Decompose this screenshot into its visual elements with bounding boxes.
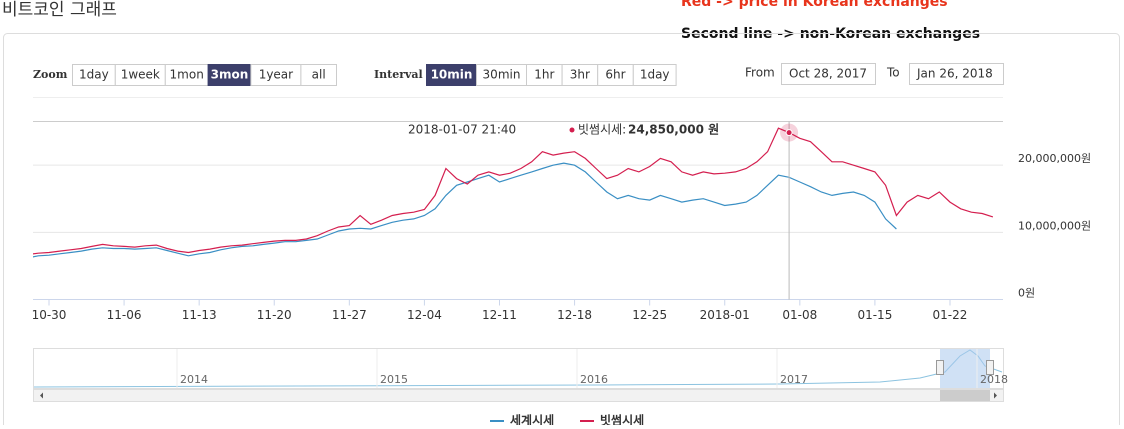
button-label: 1day <box>640 68 670 82</box>
button-label: 1hr <box>534 68 554 82</box>
tooltip-series: 빗썸시세: <box>578 123 626 137</box>
navigator: 2014 2015 2016 2017 2018 <box>33 348 1008 402</box>
page-title: 비트코인 그래프 <box>2 0 117 20</box>
x-tick-label: 11-20 <box>257 308 292 322</box>
navigator-label: 2014 <box>180 373 208 386</box>
button-label: 3hr <box>570 68 590 82</box>
button-label: 1day <box>79 68 109 82</box>
button-label: 30min <box>483 68 521 82</box>
x-tick-label: 11-13 <box>182 308 217 322</box>
navigator-frame <box>33 348 1004 389</box>
from-value: Oct 28, 2017 <box>789 67 867 81</box>
annotation: Red -> price in Korean exchanges <box>681 0 948 10</box>
navigator-handle[interactable] <box>986 360 994 375</box>
x-tick-label: 10-30 <box>32 308 67 322</box>
scrollbar-thumb[interactable] <box>940 390 990 401</box>
navigator-selection[interactable] <box>940 349 990 388</box>
x-tick-label: 12-25 <box>632 308 667 322</box>
button-label: 1week <box>121 68 160 82</box>
series-line <box>33 127 994 255</box>
tooltip-value: 24,850,000 원 <box>628 123 719 137</box>
legend-label: 빗썸시세 <box>600 413 644 426</box>
button-label: 6hr <box>605 68 625 82</box>
x-tick-label: 01-15 <box>857 308 892 322</box>
x-tick-label: 11-06 <box>107 308 142 322</box>
to-input[interactable] <box>909 63 1004 85</box>
navigator-label: 2018 <box>980 373 1008 386</box>
x-tick-label: 11-27 <box>332 308 367 322</box>
to-label: To <box>886 66 900 80</box>
legend-label: 세계시세 <box>510 413 554 426</box>
from-input[interactable] <box>781 63 876 85</box>
from-label: From <box>745 66 775 80</box>
series-line <box>33 162 897 258</box>
navigator-label: 2016 <box>580 373 608 386</box>
zoom-label: Zoom <box>33 68 68 81</box>
x-tick-label: 12-18 <box>557 308 592 322</box>
x-tick-label: 01-22 <box>933 308 968 322</box>
button-label: 1mon <box>170 68 204 82</box>
panel <box>3 33 1120 429</box>
navigator-handle[interactable] <box>936 360 944 375</box>
button-label: all <box>312 68 326 82</box>
x-tick-label: 12-04 <box>407 308 442 322</box>
y-tick-label: 10,000,000원 <box>1018 219 1091 232</box>
hover-point <box>785 129 793 137</box>
button-label: 3mon <box>211 68 249 82</box>
y-tick-label: 20,000,000원 <box>1018 152 1091 165</box>
button-label: 10min <box>431 68 473 82</box>
button[interactable] <box>632 64 677 86</box>
interval-label: Interval <box>374 68 423 81</box>
navigator-label: 2017 <box>780 373 808 386</box>
x-tick-label: 2018-01 <box>700 308 750 322</box>
x-tick-label: 12-11 <box>482 308 517 322</box>
tooltip-dot <box>569 127 575 133</box>
scrollbar[interactable] <box>33 389 1004 402</box>
button-label: 1year <box>259 68 293 82</box>
navigator-label: 2015 <box>380 373 408 386</box>
to-value: Jan 26, 2018 <box>916 67 993 81</box>
button[interactable] <box>300 64 337 86</box>
y-tick-label: 0원 <box>1018 287 1035 300</box>
x-tick-label: 01-08 <box>782 308 817 322</box>
tooltip-time: 2018-01-07 21:40 <box>408 123 516 137</box>
